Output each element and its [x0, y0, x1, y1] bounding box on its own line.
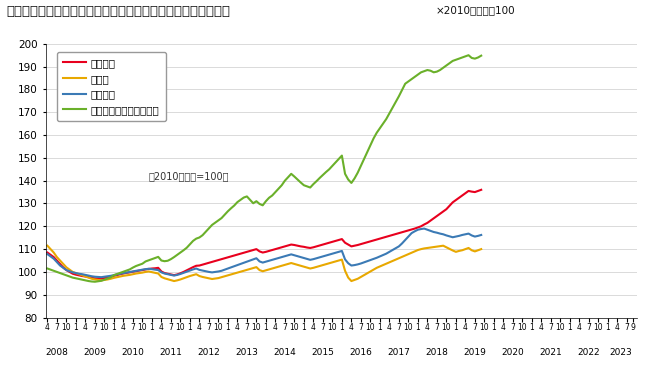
- 住宅総合: [294, 243, 302, 248]
- Text: ＜不動産価格指数（住宅）（令和５年９月分・季節調整値）＞: ＜不動産価格指数（住宅）（令和５年９月分・季節調整値）＞: [6, 5, 231, 19]
- マンション（区分所有）: [474, 55, 482, 59]
- 戸建住宅: [357, 261, 365, 266]
- 住宅総合: [414, 225, 422, 230]
- Text: 2013: 2013: [235, 348, 258, 357]
- 住宅地: [294, 263, 302, 267]
- 戸建住宅: [205, 270, 213, 274]
- Text: 2018: 2018: [426, 348, 448, 357]
- 住宅総合: [218, 257, 226, 261]
- Text: 2022: 2022: [578, 348, 600, 357]
- 住宅総合: [357, 242, 365, 246]
- 戸建住宅: [44, 252, 51, 256]
- Text: 2019: 2019: [463, 348, 486, 357]
- Text: 2017: 2017: [387, 348, 410, 357]
- 住宅地: [357, 275, 365, 279]
- Legend: 住宅総合, 住宅地, 戸建住宅, マンション（区分所有）: 住宅総合, 住宅地, 戸建住宅, マンション（区分所有）: [57, 52, 166, 122]
- 住宅総合: [44, 250, 51, 255]
- 戸建住宅: [474, 234, 482, 238]
- Text: 2020: 2020: [502, 348, 525, 357]
- Text: 2023: 2023: [609, 348, 632, 357]
- 住宅総合: [205, 261, 213, 265]
- Line: マンション（区分所有）: マンション（区分所有）: [47, 55, 481, 282]
- 住宅総合: [477, 188, 485, 192]
- Text: 2014: 2014: [274, 348, 296, 357]
- マンション（区分所有）: [218, 216, 226, 220]
- 住宅地: [170, 279, 178, 283]
- Text: 2016: 2016: [350, 348, 372, 357]
- マンション（区分所有）: [205, 226, 213, 231]
- 住宅地: [477, 247, 485, 251]
- 住宅地: [205, 276, 213, 280]
- Text: （2010年平均=100）: （2010年平均=100）: [149, 171, 229, 181]
- 住宅総合: [98, 277, 105, 281]
- Text: 2008: 2008: [46, 348, 68, 357]
- 戸建住宅: [421, 226, 428, 231]
- 住宅地: [414, 248, 422, 252]
- 戸建住宅: [477, 233, 485, 237]
- 住宅総合: [471, 190, 479, 194]
- マンション（区分所有）: [91, 280, 99, 284]
- 戸建住宅: [294, 254, 302, 258]
- Text: 2011: 2011: [159, 348, 183, 357]
- Line: 住宅地: 住宅地: [47, 246, 481, 281]
- Text: ×2010年平均＝100: ×2010年平均＝100: [436, 5, 515, 15]
- Text: 2012: 2012: [198, 348, 220, 357]
- Text: 2021: 2021: [540, 348, 562, 357]
- 住宅地: [218, 275, 226, 279]
- 戸建住宅: [98, 275, 105, 279]
- Text: 2009: 2009: [83, 348, 107, 357]
- マンション（区分所有）: [357, 164, 365, 168]
- Text: 2015: 2015: [311, 348, 334, 357]
- マンション（区分所有）: [294, 177, 302, 182]
- Line: 戸建住宅: 戸建住宅: [47, 228, 481, 277]
- Text: 2010: 2010: [122, 348, 144, 357]
- マンション（区分所有）: [44, 266, 51, 271]
- マンション（区分所有）: [465, 53, 473, 57]
- マンション（区分所有）: [414, 72, 422, 77]
- マンション（区分所有）: [477, 53, 485, 58]
- Line: 住宅総合: 住宅総合: [47, 190, 481, 279]
- 住宅地: [471, 249, 479, 254]
- 戸建住宅: [218, 269, 226, 273]
- 住宅地: [44, 243, 51, 248]
- 戸建住宅: [414, 227, 422, 232]
